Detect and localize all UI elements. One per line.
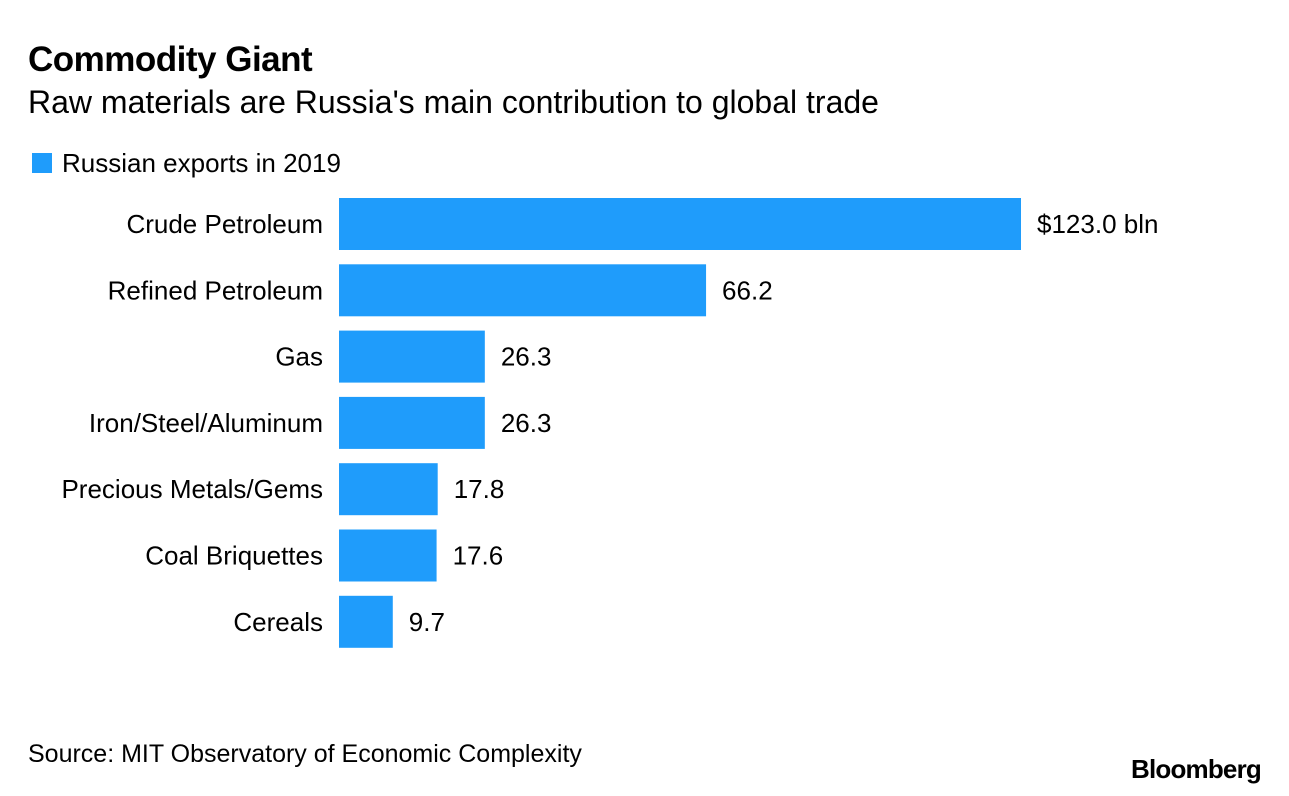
category-label: Cereals xyxy=(233,607,323,637)
chart-title: Commodity Giant xyxy=(28,40,313,79)
legend: Russian exports in 2019 xyxy=(32,146,341,180)
legend-swatch xyxy=(32,153,52,173)
category-label: Gas xyxy=(275,342,323,372)
category-label: Precious Metals/Gems xyxy=(61,474,323,504)
value-label: 17.6 xyxy=(453,541,504,571)
bar-cereals xyxy=(339,595,393,648)
chart-subtitle: Raw materials are Russia's main contribu… xyxy=(28,84,879,120)
bar-coal-briquettes xyxy=(339,529,437,582)
bar-crude-petroleum xyxy=(339,198,1021,250)
bar-iron-steel-aluminum xyxy=(339,396,485,449)
category-label: Coal Briquettes xyxy=(145,541,323,571)
bar-gas xyxy=(339,330,485,383)
category-label: Iron/Steel/Aluminum xyxy=(89,408,323,438)
bar-precious-metals-gems xyxy=(339,463,438,516)
value-label: 66.2 xyxy=(722,275,773,305)
value-label: $123.0 bln xyxy=(1037,209,1158,239)
value-label: 17.8 xyxy=(454,474,505,504)
source-note: Source: MIT Observatory of Economic Comp… xyxy=(28,740,582,768)
bar-refined-petroleum xyxy=(339,264,707,317)
legend-label: Russian exports in 2019 xyxy=(62,147,341,178)
category-label: Crude Petroleum xyxy=(126,209,323,239)
value-label: 9.7 xyxy=(409,607,445,637)
value-label: 26.3 xyxy=(501,342,552,372)
bloomberg-logo: Bloomberg xyxy=(1130,754,1262,784)
value-label: 26.3 xyxy=(501,408,552,438)
category-label: Refined Petroleum xyxy=(108,275,323,305)
